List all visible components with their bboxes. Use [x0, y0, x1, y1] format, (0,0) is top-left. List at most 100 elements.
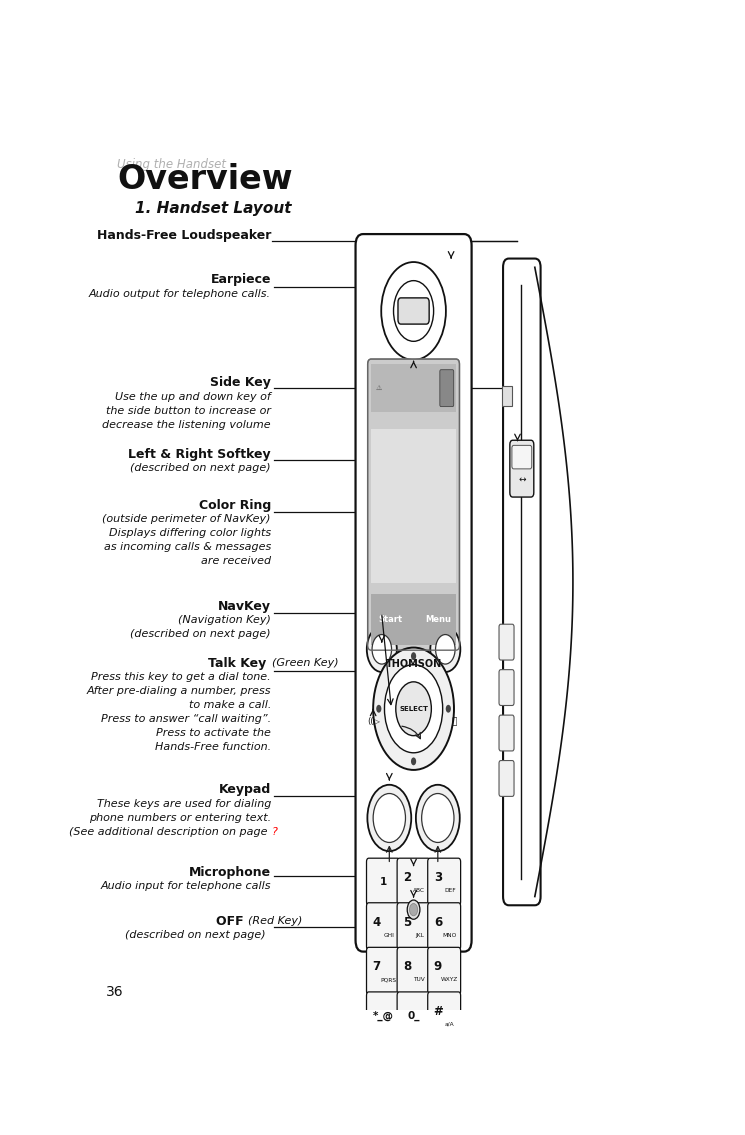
Text: (described on next page): (described on next page): [130, 629, 271, 639]
Text: ABC: ABC: [413, 888, 425, 893]
Text: Press this key to get a dial tone.: Press this key to get a dial tone.: [92, 672, 271, 682]
Text: #: #: [433, 1004, 443, 1018]
Text: THOMSON: THOMSON: [385, 659, 442, 670]
Text: ((▷: ((▷: [367, 717, 380, 726]
Text: DEF: DEF: [444, 888, 456, 893]
Text: MNO: MNO: [443, 933, 457, 938]
Circle shape: [367, 627, 397, 672]
Text: are received: are received: [201, 556, 271, 566]
Text: 36: 36: [106, 985, 124, 999]
Text: (outside perimeter of NavKey): (outside perimeter of NavKey): [103, 514, 271, 524]
Text: to make a call.: to make a call.: [188, 700, 271, 711]
Text: 7: 7: [372, 960, 381, 974]
Text: 6: 6: [434, 916, 442, 928]
Bar: [371, 429, 456, 583]
Circle shape: [396, 682, 431, 735]
FancyBboxPatch shape: [367, 948, 399, 994]
Text: (described on next page): (described on next page): [130, 463, 271, 473]
FancyBboxPatch shape: [397, 902, 430, 950]
Text: a/A: a/A: [445, 1022, 454, 1027]
Bar: [371, 364, 456, 412]
Circle shape: [384, 665, 443, 753]
Circle shape: [410, 903, 418, 916]
Text: 2: 2: [403, 872, 411, 884]
FancyBboxPatch shape: [440, 370, 454, 406]
Text: (See additional description on page: (See additional description on page: [69, 827, 271, 836]
FancyBboxPatch shape: [367, 858, 399, 906]
FancyBboxPatch shape: [397, 858, 430, 906]
Text: Audio output for telephone calls.: Audio output for telephone calls.: [89, 288, 271, 299]
Text: SELECT: SELECT: [399, 706, 428, 712]
Text: 1. Handset Layout: 1. Handset Layout: [135, 201, 291, 216]
Text: Side Key: Side Key: [210, 376, 271, 389]
Circle shape: [446, 705, 451, 713]
Text: the side button to increase or: the side button to increase or: [106, 405, 271, 415]
FancyBboxPatch shape: [499, 715, 514, 751]
Text: Start: Start: [378, 615, 402, 624]
Bar: [371, 595, 456, 645]
Text: Keypad: Keypad: [219, 783, 271, 797]
Text: ↔: ↔: [518, 474, 525, 484]
FancyBboxPatch shape: [397, 948, 430, 994]
Text: JKL: JKL: [415, 933, 424, 938]
Text: Earpiece: Earpiece: [210, 274, 271, 286]
FancyBboxPatch shape: [398, 297, 429, 325]
Text: Hands-Free Loudspeaker: Hands-Free Loudspeaker: [97, 229, 271, 243]
FancyBboxPatch shape: [499, 670, 514, 706]
Text: as incoming calls & messages: as incoming calls & messages: [104, 541, 271, 552]
Text: After pre-dialing a number, press: After pre-dialing a number, press: [86, 687, 271, 696]
FancyBboxPatch shape: [503, 259, 541, 906]
Text: decrease the listening volume: decrease the listening volume: [102, 420, 271, 430]
Circle shape: [376, 705, 381, 713]
FancyBboxPatch shape: [499, 624, 514, 661]
Circle shape: [422, 793, 454, 842]
Circle shape: [367, 784, 411, 851]
Circle shape: [411, 757, 416, 765]
Text: (Red Key): (Red Key): [248, 916, 302, 926]
Circle shape: [431, 627, 460, 672]
FancyBboxPatch shape: [499, 760, 514, 797]
FancyBboxPatch shape: [367, 992, 399, 1040]
Text: phone numbers or entering text.: phone numbers or entering text.: [89, 813, 271, 823]
Circle shape: [373, 648, 454, 770]
FancyBboxPatch shape: [428, 992, 460, 1040]
Bar: [502, 387, 513, 405]
Text: Displays differing color lights: Displays differing color lights: [109, 528, 271, 538]
Text: TUV: TUV: [413, 977, 425, 982]
Circle shape: [408, 900, 420, 919]
FancyBboxPatch shape: [367, 902, 399, 950]
Text: 8: 8: [403, 960, 411, 974]
Text: 1: 1: [379, 877, 387, 886]
FancyBboxPatch shape: [510, 440, 534, 497]
Text: Left & Right Softkey: Left & Right Softkey: [128, 448, 271, 461]
Text: Press to activate the: Press to activate the: [156, 729, 271, 738]
Text: GHI: GHI: [383, 933, 394, 938]
FancyBboxPatch shape: [428, 948, 460, 994]
Text: Hands-Free function.: Hands-Free function.: [155, 742, 271, 753]
Text: Talk Key: Talk Key: [209, 657, 271, 670]
Text: 0_: 0_: [408, 1010, 420, 1020]
Circle shape: [411, 653, 416, 661]
Text: 5: 5: [403, 916, 411, 928]
Text: Menu: Menu: [425, 615, 451, 624]
Text: Microphone: Microphone: [188, 866, 271, 878]
Text: NavKey: NavKey: [218, 600, 271, 613]
Text: ?: ?: [271, 827, 277, 836]
Text: Press to answer “call waiting”.: Press to answer “call waiting”.: [101, 714, 271, 724]
Circle shape: [372, 634, 392, 664]
Circle shape: [393, 280, 434, 342]
Circle shape: [381, 262, 446, 360]
FancyBboxPatch shape: [397, 992, 430, 1040]
Text: Use the up and down key of: Use the up and down key of: [115, 392, 271, 402]
Text: WXYZ: WXYZ: [441, 977, 458, 982]
Text: ⏻: ⏻: [451, 717, 457, 726]
Text: OFF: OFF: [216, 915, 248, 927]
Text: (described on next page): (described on next page): [124, 930, 265, 940]
Text: These keys are used for dialing: These keys are used for dialing: [97, 799, 271, 809]
Text: *_@: *_@: [372, 1010, 393, 1020]
FancyBboxPatch shape: [512, 445, 532, 469]
Text: (Green Key): (Green Key): [271, 658, 338, 669]
Text: Overview: Overview: [118, 162, 293, 195]
Text: Using the Handset: Using the Handset: [118, 158, 226, 170]
Circle shape: [436, 634, 455, 664]
